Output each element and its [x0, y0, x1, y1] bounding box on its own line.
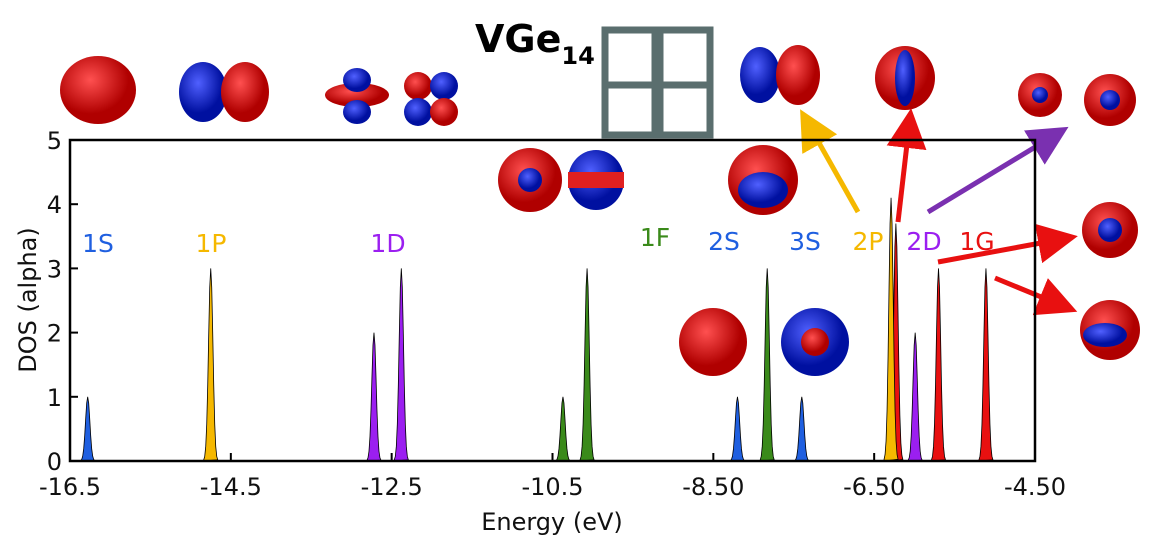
- peak: [555, 396, 571, 462]
- peak: [393, 268, 409, 462]
- peak-label: 1G: [959, 227, 994, 256]
- peak: [794, 396, 810, 462]
- y-tick-label: 5: [47, 127, 62, 155]
- y-tick-label: 0: [47, 448, 62, 476]
- x-axis-label: Energy (eV): [481, 508, 623, 536]
- peak: [366, 332, 382, 462]
- x-tick-label: -12.5: [361, 473, 423, 501]
- chart-title: VGe14: [475, 17, 595, 70]
- y-tick-label: 3: [47, 255, 62, 283]
- y-tick-label: 4: [47, 191, 62, 219]
- peak: [203, 268, 219, 462]
- x-tick-label: -16.5: [39, 473, 101, 501]
- plot-frame: [68, 138, 1037, 463]
- peak-label: 2S: [708, 227, 740, 256]
- x-tick-label: -14.5: [200, 473, 262, 501]
- peak: [730, 396, 746, 462]
- peak: [931, 268, 947, 462]
- peak: [80, 396, 96, 462]
- peak: [883, 197, 899, 462]
- title-sub: 14: [561, 42, 594, 70]
- peak-label: 2D: [906, 227, 941, 256]
- peak: [907, 332, 923, 462]
- x-tick-label: -10.5: [521, 473, 583, 501]
- y-axis-label: DOS (alpha): [14, 227, 42, 373]
- orbital-images: [60, 26, 1140, 376]
- y-tick-label: 2: [47, 320, 62, 348]
- peak: [759, 268, 775, 462]
- y-tick-label: 1: [47, 384, 62, 412]
- x-tick-label: -8.50: [682, 473, 744, 501]
- peak-label: 1F: [640, 223, 670, 252]
- title-main: VGe: [475, 17, 561, 61]
- peak: [978, 268, 994, 462]
- peak-label: 1S: [82, 229, 114, 258]
- peak-label: 3S: [789, 227, 821, 256]
- peak-label: 1D: [370, 229, 405, 258]
- peak-label: 2P: [853, 227, 884, 256]
- x-tick-label: -6.50: [843, 473, 905, 501]
- peak: [579, 268, 595, 462]
- peak-label: 1P: [196, 229, 227, 258]
- x-tick-label: -4.50: [1004, 473, 1066, 501]
